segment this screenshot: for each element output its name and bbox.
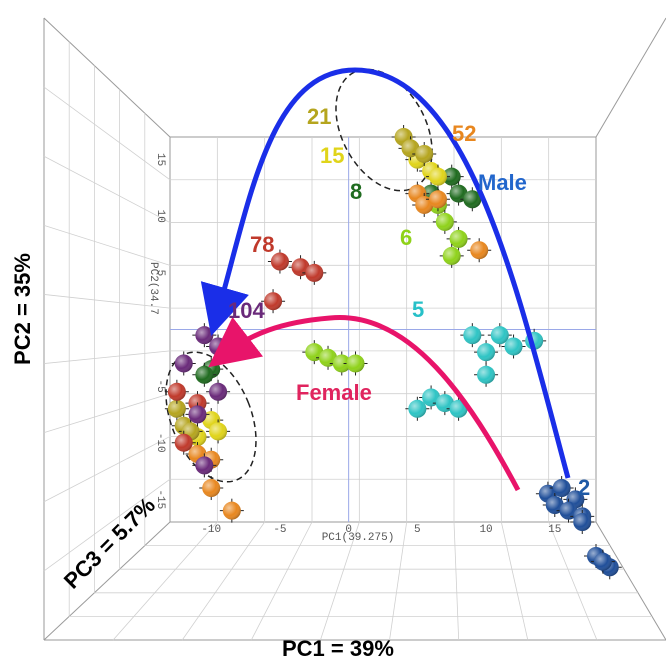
- data-point: [439, 243, 464, 268]
- data-point: [556, 498, 581, 523]
- y-tick-labels: 15 10 5 -5 -10 -15: [154, 153, 166, 509]
- data-point: [199, 476, 224, 501]
- data-point: [501, 334, 526, 359]
- group-label: 21: [307, 104, 331, 129]
- data-point: [439, 164, 464, 189]
- inner-x-axis-label: PC1(39.275): [322, 532, 395, 544]
- female-annotation: Female: [296, 380, 372, 405]
- data-point: [549, 476, 574, 501]
- x-tick-label: 0: [345, 524, 352, 536]
- data-point: [460, 323, 485, 348]
- male-trajectory-arrow: [200, 67, 571, 479]
- data-point: [446, 226, 471, 251]
- data-point: [590, 549, 615, 574]
- y-tick-label: 15: [154, 153, 166, 166]
- group-label: 78: [250, 232, 274, 257]
- x-tick-label: 5: [414, 524, 421, 536]
- data-point: [192, 453, 217, 478]
- data-point: [425, 164, 450, 189]
- male-annotation: Male: [478, 170, 527, 195]
- data-point: [432, 209, 457, 234]
- data-point: [164, 396, 189, 421]
- x-tick-labels: -10 -5 0 5 10 15: [201, 524, 561, 536]
- data-point: [329, 351, 354, 376]
- data-point: [316, 345, 341, 370]
- data-point: [343, 351, 368, 376]
- group-label: 104: [228, 298, 265, 323]
- data-point: [171, 430, 196, 455]
- data-point: [474, 362, 499, 387]
- y-tick-label: -10: [154, 433, 166, 453]
- data-point: [288, 255, 313, 280]
- data-point: [192, 362, 217, 387]
- data-point: [185, 402, 210, 427]
- data-point: [219, 498, 244, 523]
- data-point: [412, 192, 437, 217]
- group-label: 2: [578, 475, 590, 500]
- group-label: 52: [452, 121, 476, 146]
- x-tick-label: 10: [479, 524, 492, 536]
- y-tick-label: 5: [154, 270, 166, 277]
- data-point: [467, 238, 492, 263]
- group-label: 15: [320, 143, 344, 168]
- data-point: [171, 351, 196, 376]
- pc1-axis-title: PC1 = 39%: [282, 636, 394, 661]
- x-tick-label: 15: [548, 524, 561, 536]
- data-point: [398, 136, 423, 161]
- data-point: [164, 379, 189, 404]
- grid-lines: [43, 41, 652, 641]
- female-cluster-ellipse: [165, 351, 257, 483]
- group-label: 8: [350, 179, 362, 204]
- sex-annotations: Male Female: [296, 170, 527, 405]
- x-tick-label: -5: [273, 524, 286, 536]
- data-point: [570, 510, 595, 534]
- data-point: [542, 493, 567, 518]
- group-label: 5: [412, 297, 424, 322]
- data-point: [302, 260, 327, 285]
- pc2-axis-title: PC2 = 35%: [10, 253, 35, 365]
- data-point: [487, 323, 512, 348]
- y-tick-label: -15: [154, 489, 166, 509]
- x-tick-label: -10: [201, 524, 221, 536]
- data-point: [460, 187, 485, 212]
- y-tick-label: -5: [154, 380, 166, 393]
- data-point: [261, 289, 286, 314]
- data-point: [405, 396, 430, 421]
- data-point: [412, 141, 437, 166]
- data-point: [446, 181, 471, 206]
- y-tick-label: 10: [154, 210, 166, 223]
- group-label: 6: [400, 225, 412, 250]
- data-point: [206, 379, 231, 404]
- female-trajectory-arrow: [208, 315, 521, 492]
- data-point: [206, 419, 231, 444]
- data-point: [425, 187, 450, 212]
- data-point: [267, 249, 292, 274]
- scatter-points: [164, 125, 622, 580]
- data-point: [419, 385, 444, 410]
- inner-y-axis-label: PC2(34.7: [147, 262, 159, 315]
- data-point: [474, 340, 499, 365]
